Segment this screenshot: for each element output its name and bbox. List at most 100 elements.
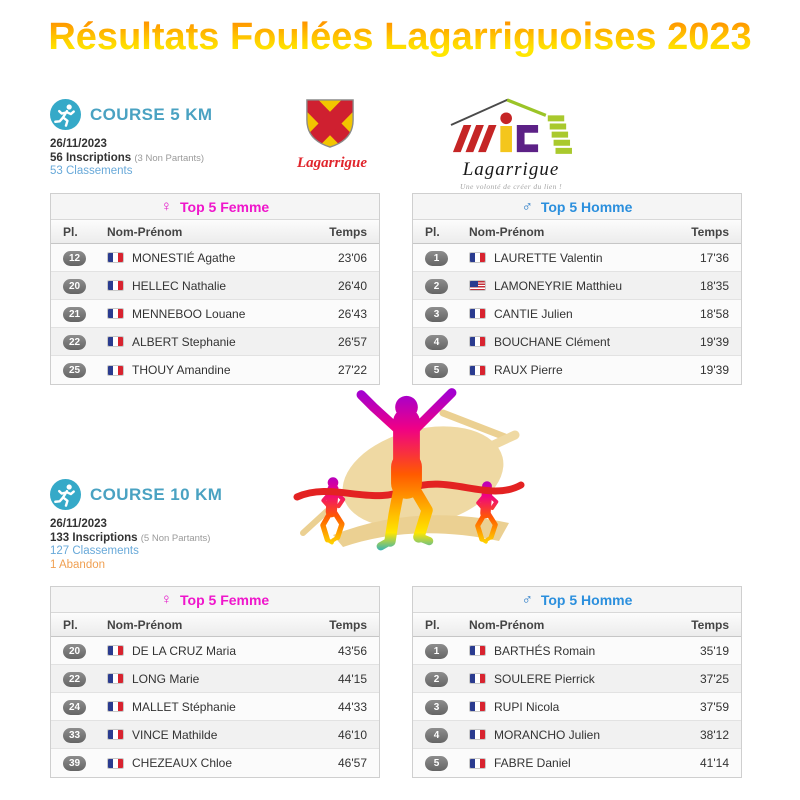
- course-date: 26/11/2023: [50, 518, 107, 530]
- table-title: ♂ Top 5 Homme: [413, 587, 741, 613]
- country-flag-icon: [107, 364, 124, 376]
- runner-name: MENNEBOO Louane: [132, 306, 246, 321]
- mjc-name: Lagarrigue: [462, 159, 560, 180]
- country-flag-icon: [107, 336, 124, 347]
- table-title-label: Top 5 Homme: [540, 198, 633, 215]
- country-flag-icon: [469, 701, 486, 712]
- runner-time: 43'56: [338, 643, 367, 658]
- place-badge: 5: [425, 756, 448, 771]
- runner-name: MONESTIÉ Agathe: [132, 250, 236, 265]
- mjc-logo: Lagarrigue Une volonté de créer du lien …: [443, 96, 579, 191]
- runner-name: LAMONEYRIE Matthieu: [494, 278, 623, 293]
- country-flag-icon: [469, 252, 486, 263]
- table-title-label: Top 5 Homme: [540, 591, 633, 608]
- table-row: 1 LAURETTE Valentin 17'36: [413, 244, 741, 272]
- table-row: 3 CANTIE Julien 18'58: [413, 300, 741, 328]
- course-10km-title: COURSE 10 KM: [90, 484, 223, 504]
- place-badge: 3: [425, 699, 448, 715]
- col-header-name: Nom-Prénom: [107, 617, 183, 632]
- country-flag-icon: [107, 673, 124, 684]
- table-5km-homme: ♂ Top 5 Homme Pl. Nom-Prénom Temps 1 LAU…: [412, 193, 742, 385]
- place-badge: 33: [63, 727, 86, 743]
- country-flag-icon: [107, 308, 124, 319]
- place-badge: 4: [425, 334, 448, 350]
- table-body: 1 LAURETTE Valentin 17'36 2 LAMONEYRIE M…: [413, 244, 741, 384]
- col-header-name: Nom-Prénom: [469, 224, 545, 239]
- side-runner-left: [323, 477, 343, 542]
- tables-10km: ♀ Top 5 Femme Pl. Nom-Prénom Temps 20 DE…: [50, 586, 742, 778]
- place-badge: 2: [425, 671, 448, 687]
- table-row: 4 BOUCHANE Clément 19'39: [413, 328, 741, 356]
- table-row: 2 LAMONEYRIE Matthieu 18'35: [413, 272, 741, 300]
- runner-time: 18'35: [700, 278, 729, 293]
- runner-time: 17'36: [700, 250, 729, 265]
- col-header-place: Pl.: [425, 617, 440, 632]
- runner-time: 35'19: [700, 643, 729, 658]
- table-row: 4 MORANCHO Julien 38'12: [413, 721, 741, 749]
- table-body: 20 DE LA CRUZ Maria 43'56 22 LONG Marie …: [51, 637, 379, 777]
- place-badge: 4: [425, 727, 448, 743]
- table-title: ♂ Top 5 Homme: [413, 194, 741, 220]
- country-flag-icon: [469, 673, 486, 684]
- course-10km-stats: 26/11/2023 133 Inscriptions (5 Non Parta…: [50, 518, 222, 572]
- shield-icon: [306, 99, 354, 148]
- runner-time: 23'06: [338, 250, 367, 265]
- non-partants-note: (5 Non Partants): [140, 532, 211, 544]
- col-header-name: Nom-Prénom: [469, 617, 545, 632]
- place-badge: 20: [63, 643, 86, 659]
- country-flag-icon: [107, 252, 124, 263]
- runner-name: SOULERE Pierrick: [494, 671, 595, 686]
- place-badge: 22: [63, 671, 86, 687]
- col-header-place: Pl.: [63, 617, 78, 632]
- column-headers: Pl. Nom-Prénom Temps: [413, 613, 741, 637]
- course-5km-stats: 26/11/2023 56 Inscriptions (3 Non Partan…: [50, 138, 212, 179]
- country-flag-icon: [469, 364, 486, 376]
- runner-name: THOUY Amandine: [132, 363, 231, 377]
- table-row: 20 HELLEC Nathalie 26'40: [51, 272, 379, 300]
- mjc-tagline: Une volonté de créer du lien !: [460, 182, 562, 191]
- runner-time: 27'22: [338, 363, 367, 377]
- runner-time: 44'15: [338, 671, 367, 686]
- place-badge: 21: [63, 306, 86, 322]
- runner-circle-icon: [50, 479, 81, 510]
- table-row: 12 MONESTIÉ Agathe 23'06: [51, 244, 379, 272]
- runner-name: LONG Marie: [132, 671, 200, 686]
- female-icon: ♀: [160, 198, 173, 215]
- country-flag-icon: [469, 308, 486, 319]
- place-badge: 3: [425, 306, 448, 322]
- abandon-count: 1 Abandon: [50, 558, 106, 571]
- column-headers: Pl. Nom-Prénom Temps: [413, 220, 741, 244]
- course-date: 26/11/2023: [50, 138, 107, 150]
- country-flag-icon: [469, 729, 486, 740]
- runner-time: 26'43: [338, 306, 367, 321]
- runner-time: 37'59: [700, 699, 729, 714]
- table-row: 24 MALLET Stéphanie 44'33: [51, 693, 379, 721]
- runner-name: RUPI Nicola: [494, 699, 560, 714]
- inscriptions-count: 56 Inscriptions: [50, 151, 132, 164]
- table-title: ♀ Top 5 Femme: [51, 587, 379, 613]
- place-badge: 25: [63, 363, 86, 378]
- place-badge: 12: [63, 250, 86, 266]
- country-flag-icon: [469, 757, 486, 769]
- runner-time: 19'39: [700, 334, 729, 349]
- runner-name: DE LA CRUZ Maria: [132, 643, 237, 658]
- table-row: 33 VINCE Mathilde 46'10: [51, 721, 379, 749]
- table-row: 21 MENNEBOO Louane 26'43: [51, 300, 379, 328]
- finish-line-art: [293, 385, 525, 575]
- runner-name: BOUCHANE Clément: [494, 334, 611, 349]
- table-row: 5 FABRE Daniel 41'14: [413, 749, 741, 777]
- runner-name: HELLEC Nathalie: [132, 278, 227, 293]
- table-10km-homme: ♂ Top 5 Homme Pl. Nom-Prénom Temps 1 BAR…: [412, 586, 742, 778]
- runner-name: MALLET Stéphanie: [132, 699, 236, 714]
- table-row: 20 DE LA CRUZ Maria 43'56: [51, 637, 379, 665]
- country-flag-icon: [107, 280, 124, 291]
- column-headers: Pl. Nom-Prénom Temps: [51, 613, 379, 637]
- col-header-name: Nom-Prénom: [107, 224, 183, 239]
- runner-name: FABRE Daniel: [494, 756, 571, 770]
- col-header-place: Pl.: [425, 224, 440, 239]
- page-title: Résultats Foulées Lagarriguoises 2023: [48, 16, 751, 59]
- course-5km-header: COURSE 5 KM 26/11/2023 56 Inscriptions (…: [50, 99, 212, 179]
- male-icon: ♂: [521, 591, 533, 608]
- table-row: 5 RAUX Pierre 19'39: [413, 356, 741, 384]
